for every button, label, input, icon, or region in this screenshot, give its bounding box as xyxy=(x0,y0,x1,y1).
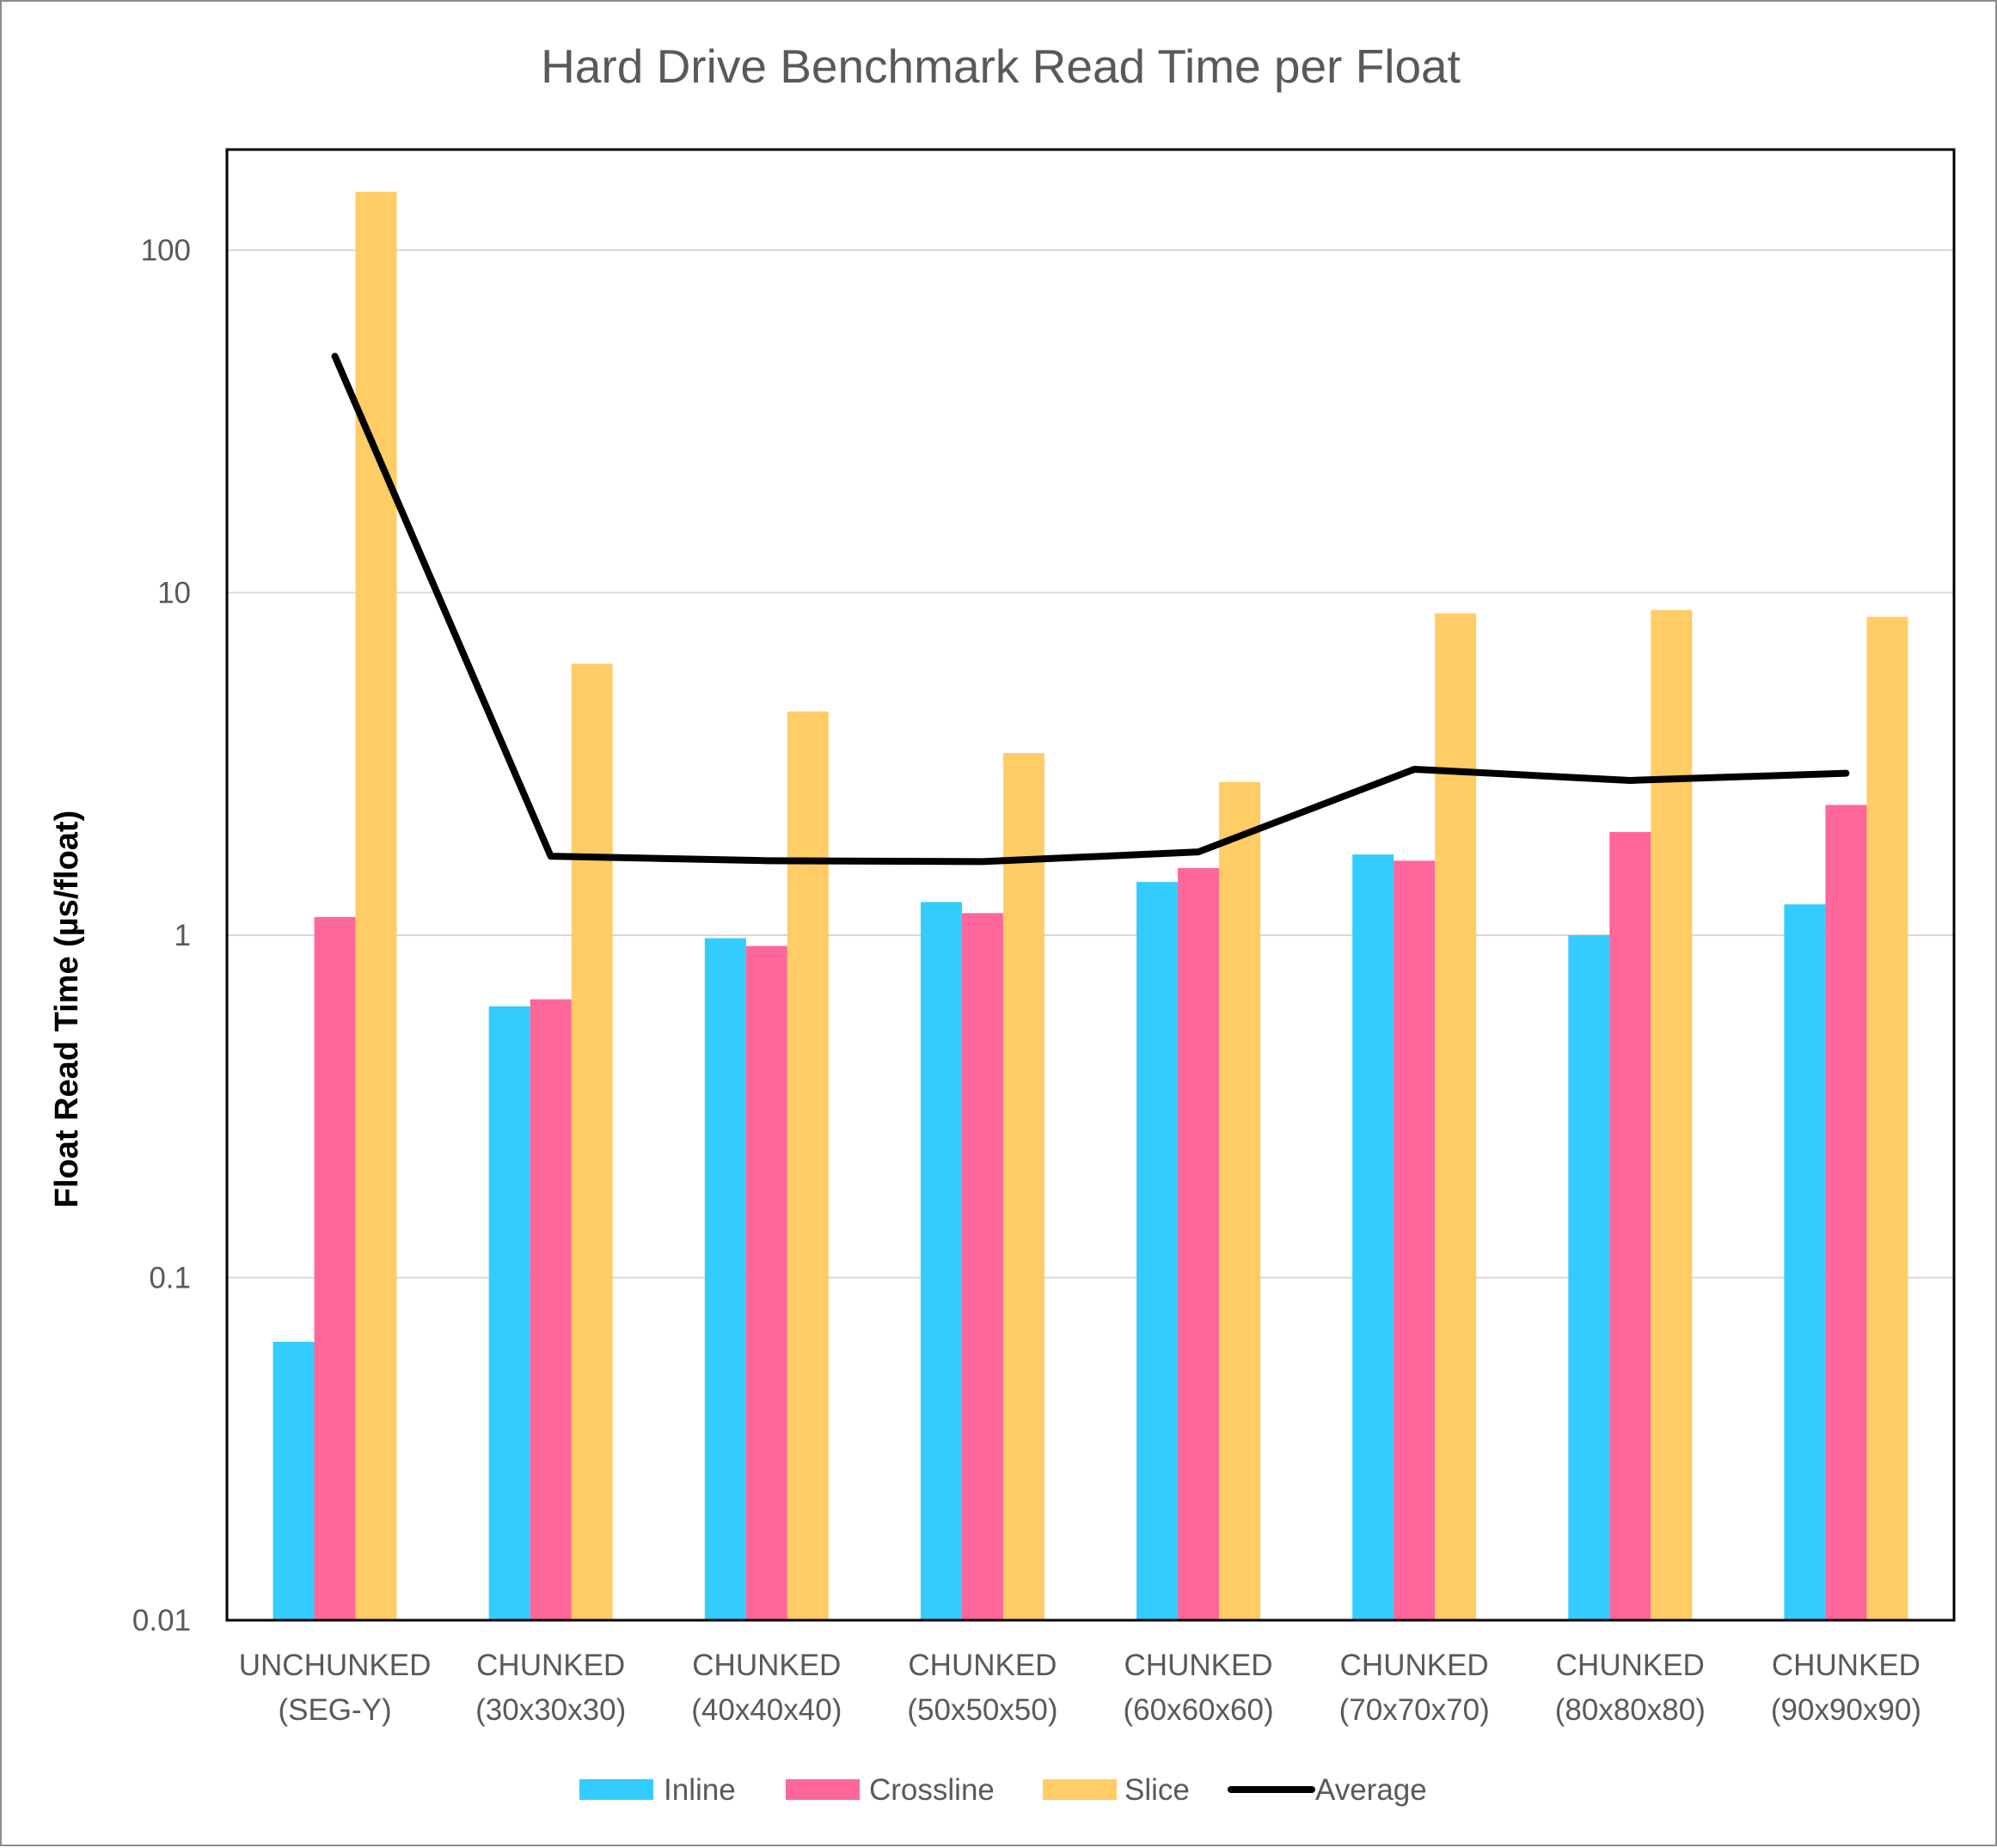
bar-crossline xyxy=(1825,805,1867,1620)
chart-title: Hard Drive Benchmark Read Time per Float xyxy=(541,40,1461,93)
x-category-labels: UNCHUNKED (SEG-Y) CHUNKED (30x30x30) CHUNKED… xyxy=(239,1649,1921,1727)
x-category-label: CHUNKED (30x30x30) xyxy=(475,1649,626,1727)
bar-slice xyxy=(571,664,613,1620)
legend-label-inline: Inline xyxy=(664,1773,736,1807)
plot-area-border xyxy=(225,148,1956,1622)
bar-slice xyxy=(1866,616,1908,1620)
bar-crossline xyxy=(1178,867,1220,1620)
bar-inline xyxy=(1352,854,1394,1620)
legend-label-crossline: Crossline xyxy=(869,1773,995,1807)
bar-crossline xyxy=(314,916,356,1620)
bar-inline xyxy=(1784,904,1826,1620)
bar-crossline xyxy=(530,999,572,1620)
y-tick-labels: 0.01 0.1 1 10 100 xyxy=(132,234,191,1637)
gridlines xyxy=(227,249,1954,1279)
bar-slice xyxy=(1651,609,1693,1620)
bar-crossline xyxy=(745,945,787,1620)
legend-swatch-inline xyxy=(579,1779,653,1800)
legend-label-slice: Slice xyxy=(1124,1773,1190,1807)
legend-label-average: Average xyxy=(1315,1773,1427,1807)
bar-slice xyxy=(1435,613,1477,1620)
y-tick-label: 10 xyxy=(157,577,191,610)
bar-inline xyxy=(704,938,746,1620)
bars xyxy=(273,192,1908,1620)
x-category-label: CHUNKED (50x50x50) xyxy=(907,1649,1057,1727)
x-category-label: CHUNKED (80x80x80) xyxy=(1555,1649,1706,1727)
bar-crossline xyxy=(1394,860,1436,1620)
y-tick-label: 0.01 xyxy=(132,1604,191,1637)
bar-inline xyxy=(273,1342,315,1620)
x-category-label: UNCHUNKED (SEG-Y) xyxy=(239,1649,432,1727)
bar-inline xyxy=(488,1006,530,1620)
legend-swatch-slice xyxy=(1043,1779,1117,1800)
x-category-label: CHUNKED (70x70x70) xyxy=(1339,1649,1490,1727)
y-tick-label: 1 xyxy=(175,919,191,952)
bar-inline xyxy=(1568,935,1610,1620)
bar-slice xyxy=(787,711,829,1620)
bar-crossline xyxy=(961,913,1003,1620)
x-category-label: CHUNKED (60x60x60) xyxy=(1124,1649,1274,1727)
bar-crossline xyxy=(1609,832,1651,1620)
bar-slice xyxy=(355,192,397,1620)
x-category-label: CHUNKED (90x90x90) xyxy=(1771,1649,1921,1727)
y-tick-label: 0.1 xyxy=(149,1262,191,1295)
y-tick-label: 100 xyxy=(141,234,191,267)
bar-inline xyxy=(1136,882,1179,1620)
bar-inline xyxy=(920,902,962,1620)
bar-slice xyxy=(1219,781,1261,1620)
y-axis-label: Float Read Time (µs/float) xyxy=(49,811,85,1208)
x-category-label: CHUNKED (40x40x40) xyxy=(691,1649,842,1727)
average-line-layer xyxy=(331,352,1850,866)
legend: Inline Crossline Slice Average xyxy=(579,1773,1427,1807)
bar-slice xyxy=(1002,753,1044,1620)
legend-swatch-crossline xyxy=(786,1779,860,1800)
average-line xyxy=(331,352,1850,866)
